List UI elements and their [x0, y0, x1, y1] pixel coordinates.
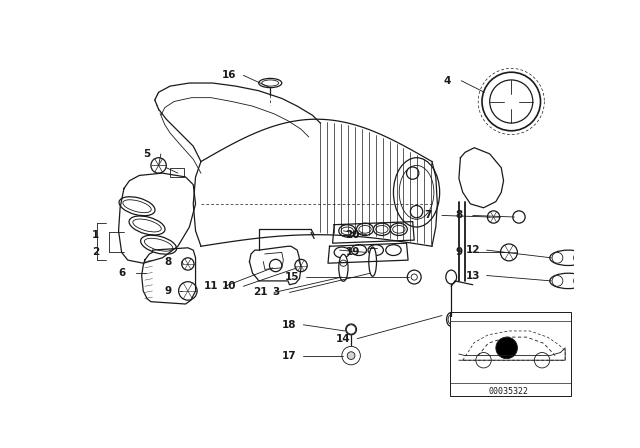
Text: 20: 20: [346, 230, 360, 240]
Ellipse shape: [393, 225, 405, 233]
Circle shape: [488, 211, 500, 223]
Text: 15: 15: [285, 272, 299, 282]
Ellipse shape: [341, 227, 353, 235]
Ellipse shape: [262, 80, 279, 86]
Circle shape: [179, 282, 197, 300]
Ellipse shape: [394, 158, 440, 227]
Bar: [170, 168, 184, 177]
Ellipse shape: [369, 247, 376, 276]
Ellipse shape: [390, 223, 407, 236]
Ellipse shape: [399, 165, 434, 220]
Ellipse shape: [448, 315, 454, 324]
Text: 5: 5: [143, 149, 150, 159]
Ellipse shape: [123, 200, 151, 213]
Text: 16: 16: [222, 70, 237, 80]
Text: 2: 2: [92, 247, 99, 258]
Circle shape: [534, 353, 550, 368]
Bar: [450, 312, 570, 396]
Text: 3: 3: [272, 288, 279, 297]
Circle shape: [406, 167, 419, 179]
Circle shape: [151, 158, 166, 173]
Text: 12: 12: [465, 245, 480, 255]
Text: 19: 19: [346, 247, 360, 258]
Ellipse shape: [339, 254, 348, 281]
Ellipse shape: [129, 216, 165, 235]
Text: 7: 7: [424, 211, 432, 220]
Ellipse shape: [133, 219, 161, 232]
Circle shape: [496, 337, 517, 359]
Circle shape: [500, 244, 517, 261]
Text: 18: 18: [282, 320, 297, 330]
Circle shape: [407, 270, 421, 284]
Circle shape: [573, 276, 584, 286]
Circle shape: [490, 80, 533, 123]
Ellipse shape: [339, 225, 356, 237]
Ellipse shape: [342, 347, 360, 364]
Circle shape: [295, 259, 307, 271]
Polygon shape: [333, 222, 414, 243]
Text: 1: 1: [92, 230, 99, 240]
Circle shape: [346, 325, 356, 334]
Circle shape: [348, 352, 355, 359]
Circle shape: [410, 206, 422, 218]
Ellipse shape: [373, 223, 390, 236]
Circle shape: [342, 346, 360, 365]
Ellipse shape: [334, 247, 349, 258]
Ellipse shape: [351, 245, 367, 255]
Circle shape: [411, 274, 417, 280]
Ellipse shape: [550, 273, 587, 289]
Ellipse shape: [447, 313, 456, 326]
Ellipse shape: [340, 260, 347, 266]
Text: 00035322: 00035322: [489, 387, 529, 396]
Text: 14: 14: [336, 334, 351, 344]
Ellipse shape: [376, 225, 388, 233]
Text: 8: 8: [455, 211, 463, 220]
Text: 11: 11: [204, 281, 218, 291]
Circle shape: [513, 211, 525, 223]
Text: 8: 8: [164, 257, 172, 267]
Ellipse shape: [368, 245, 383, 255]
Ellipse shape: [119, 197, 155, 215]
Circle shape: [552, 276, 563, 286]
Ellipse shape: [141, 235, 177, 254]
Text: 9: 9: [164, 286, 172, 296]
Polygon shape: [328, 243, 408, 263]
Circle shape: [573, 252, 584, 263]
Ellipse shape: [550, 250, 587, 266]
Ellipse shape: [359, 225, 371, 233]
Circle shape: [182, 258, 194, 270]
Text: 13: 13: [465, 271, 480, 280]
Circle shape: [269, 259, 282, 271]
Text: 4: 4: [444, 76, 451, 86]
Ellipse shape: [346, 324, 356, 335]
Circle shape: [552, 252, 563, 263]
Ellipse shape: [446, 270, 456, 284]
Text: 6: 6: [119, 268, 126, 278]
Text: 21: 21: [253, 288, 268, 297]
Ellipse shape: [145, 238, 173, 251]
Circle shape: [482, 72, 541, 131]
Ellipse shape: [386, 245, 401, 255]
Circle shape: [476, 353, 492, 368]
Text: 9: 9: [455, 247, 463, 258]
Ellipse shape: [259, 78, 282, 88]
Ellipse shape: [356, 223, 373, 236]
Text: 10: 10: [222, 281, 237, 291]
Text: 17: 17: [282, 351, 297, 361]
